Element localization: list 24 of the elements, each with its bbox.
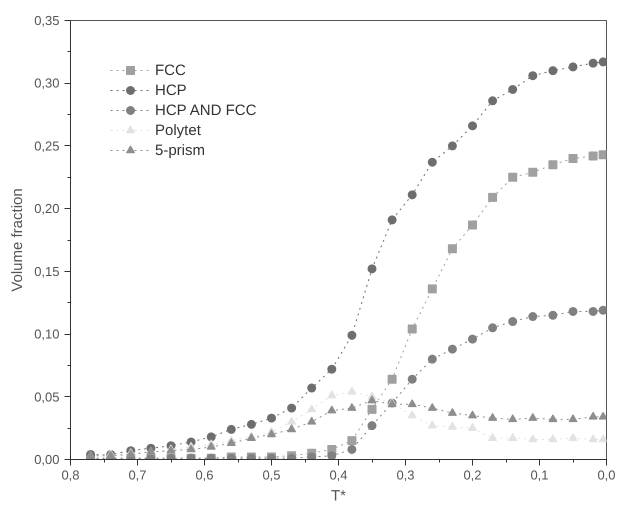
legend-label: HCP AND FCC <box>155 102 256 118</box>
legend-label: Polytet <box>155 122 201 138</box>
legend-label: FCC <box>155 62 186 78</box>
legend-label: HCP <box>155 82 187 98</box>
x-tick-label: 0,8 <box>61 468 80 482</box>
y-axis-title: Volume fraction <box>9 188 26 292</box>
x-tick-label: 0,4 <box>329 468 348 482</box>
y-tick-label: 0,10 <box>34 326 60 342</box>
y-tick-label: 0,20 <box>34 201 60 216</box>
y-tick-label: 0,00 <box>34 452 60 467</box>
legend-label: 5-prism <box>155 142 206 158</box>
x-tick-label: 0,6 <box>195 468 214 482</box>
y-tick-label: 0,30 <box>34 76 60 91</box>
x-tick-label: 0,1 <box>530 468 549 482</box>
x-tick-label: 0,0 <box>597 468 616 482</box>
y-tick-label: 0,25 <box>34 138 60 154</box>
x-axis-title: T* <box>331 488 346 504</box>
x-tick-label: 0,3 <box>396 468 415 482</box>
x-tick-label: 0,5 <box>262 468 281 482</box>
y-tick-label: 0,05 <box>34 389 60 404</box>
x-tick-label: 0,7 <box>128 468 147 482</box>
x-tick-label: 0,2 <box>463 468 482 482</box>
y-tick-label: 0,35 <box>34 13 60 28</box>
y-tick-label: 0,15 <box>34 264 60 279</box>
